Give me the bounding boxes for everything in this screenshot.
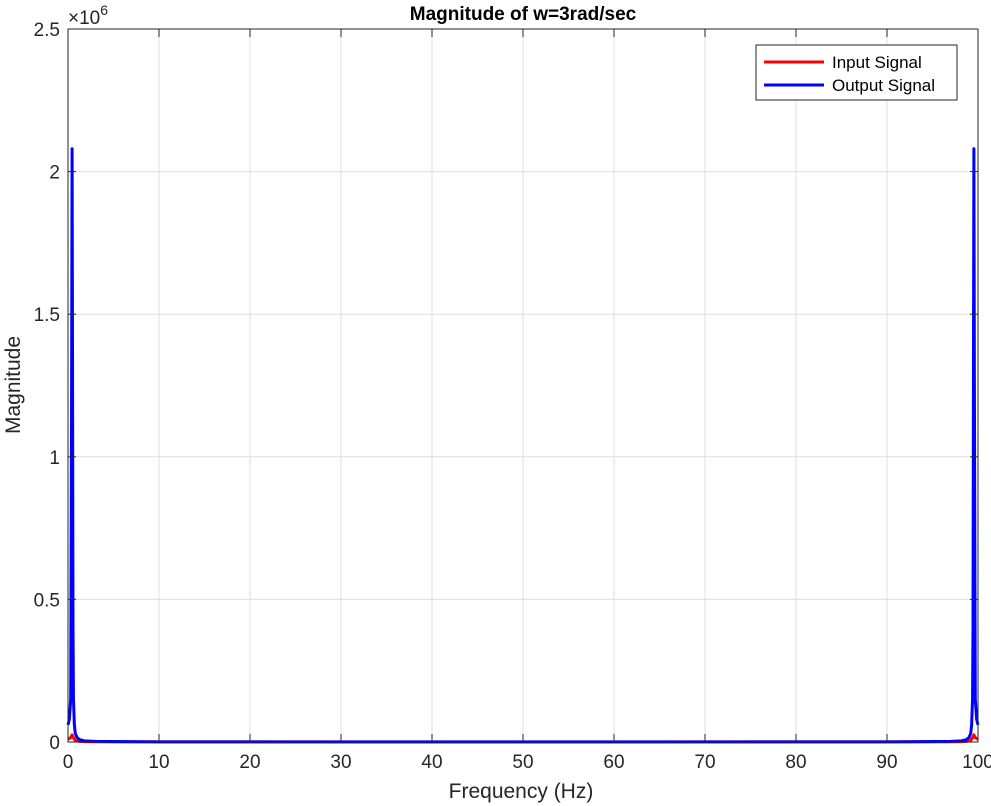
x-tick-label: 40 — [421, 752, 442, 773]
y-axis-label: Magnitude — [2, 336, 25, 434]
y-tick-label: 1.5 — [34, 305, 60, 326]
x-tick-label: 70 — [694, 752, 715, 773]
legend-box — [755, 44, 958, 101]
y-tick-label: 0 — [49, 733, 60, 754]
y-tick-label: 2 — [49, 163, 60, 184]
axis-ticks: 0 10 20 30 40 50 60 70 80 90 100 0 0.5 1 1.5 2 2.5 — [34, 20, 991, 773]
legend-label-output: Output Signal — [832, 76, 935, 95]
x-tick-label: 90 — [876, 752, 897, 773]
x-tick-label: 10 — [148, 752, 169, 773]
x-tick-label: 80 — [785, 752, 806, 773]
legend: Input Signal Output Signal — [755, 44, 958, 101]
x-axis-label: Frequency (Hz) — [449, 780, 594, 803]
x-tick-label: 30 — [330, 752, 351, 773]
legend-label-input: Input Signal — [832, 53, 922, 72]
chart-title: Magnitude of w=3rad/sec — [410, 4, 637, 25]
x-tick-label: 100 — [962, 752, 991, 773]
x-tick-label: 20 — [239, 752, 260, 773]
y-exponent-base: ×10 — [68, 8, 100, 29]
y-tick-label: 0.5 — [34, 590, 60, 611]
x-tick-label: 0 — [63, 752, 74, 773]
y-tick-label: 1 — [49, 448, 60, 469]
x-tick-label: 50 — [512, 752, 533, 773]
y-exponent-power: 6 — [100, 2, 108, 18]
x-tick-label: 60 — [603, 752, 624, 773]
y-exponent-label: ×106 — [68, 2, 108, 29]
y-tick-label: 2.5 — [34, 20, 60, 41]
